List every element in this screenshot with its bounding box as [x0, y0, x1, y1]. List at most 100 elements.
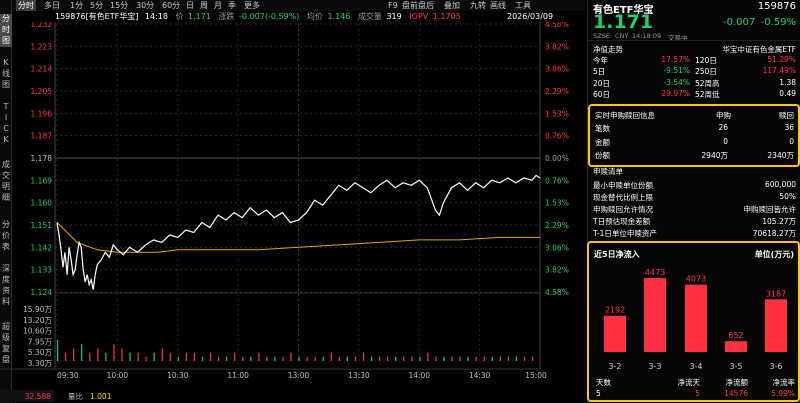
price-tick-label: 1.133 — [31, 266, 53, 275]
intraday-chart[interactable]: 1.232 4.58% 1.223 3.82% 1.214 3.06% 1.205 2.29%… — [0, 22, 586, 403]
info-time: 14:18 — [144, 12, 168, 21]
period-tab-10[interactable]: 季 — [228, 1, 236, 10]
period-tab-11[interactable]: 更多 — [244, 1, 260, 10]
return-value: -3.54% — [663, 77, 690, 87]
return-label: 20日 — [593, 78, 611, 88]
volume-bar — [330, 352, 332, 361]
volume-bar — [153, 352, 155, 361]
panel-sub-currency: CNY — [615, 32, 629, 40]
panel-code: 159876 — [757, 1, 796, 12]
stats-value: 14576 — [724, 389, 748, 398]
inflow-value-label: 3187 — [766, 289, 786, 298]
inflow-date-label: 3-6 — [769, 362, 782, 371]
price-tick-label: 1.232 — [31, 22, 53, 29]
inflow-date-label: 3-2 — [608, 362, 621, 371]
volume-bar — [531, 356, 534, 361]
stats-value: 5 — [695, 389, 700, 398]
vtab-4[interactable]: 分价表 — [2, 220, 10, 251]
volume-bar — [338, 356, 340, 361]
return-value: 117.49% — [762, 66, 796, 76]
tool-5[interactable]: 工具 — [515, 1, 531, 10]
list-row-label: 最小申赎单位份额 — [593, 181, 653, 190]
volume-bar — [483, 356, 485, 361]
tool-2[interactable]: 叠加 — [444, 1, 460, 10]
net-inflow-bar-chart: 2192 3-2 4473 3-3 4073 3-4 652 3-5 3187 3-6 — [604, 268, 787, 371]
return-value: 29.97% — [661, 88, 690, 98]
return-value: 1.38 — [779, 77, 796, 87]
pct-tick-label: 3.82% — [545, 42, 569, 51]
stats-header: 净流天 — [677, 378, 701, 387]
vtab-6[interactable]: 超级复盘 — [2, 322, 10, 364]
period-tab-8[interactable]: 周 — [200, 1, 208, 10]
redeem-row-subscribe: 26 — [718, 123, 728, 132]
inflow-value-label: 2192 — [605, 306, 625, 315]
volume-bar — [515, 356, 518, 361]
redeem-highlight-box — [588, 104, 800, 167]
stats-header: 净流率 — [772, 378, 796, 387]
return-value: 51.29% — [767, 55, 796, 64]
volume-bar — [81, 344, 83, 361]
inflow-bar-3-4 — [685, 284, 707, 352]
time-tick-label: 13:00 — [288, 371, 310, 380]
pct-tick-label: 1.53% — [545, 109, 569, 118]
iopv-value: 1.1705 — [432, 12, 461, 21]
period-tab-5[interactable]: 30分 — [136, 1, 155, 10]
tool-4[interactable]: 画线 — [490, 1, 506, 10]
period-tab-6[interactable]: 60分 — [162, 1, 181, 10]
volume-bar — [73, 348, 75, 361]
price-tick-label: 1.142 — [31, 243, 53, 252]
list-row-value: 600,000 — [764, 180, 796, 189]
tool-1[interactable]: 盘前盘后 — [402, 1, 434, 10]
quote-info-line: 159876[有色ETF华宝] 14:18 价 1.171 涨跌 -0.007(… — [55, 11, 585, 23]
volume-tick-label: 10.60万 — [23, 327, 52, 336]
volume-bar — [306, 356, 308, 361]
volume-bar — [379, 356, 381, 361]
inflow-value-label: 652 — [728, 331, 743, 340]
price-tick-label: 1.169 — [31, 176, 53, 185]
vtab-3[interactable]: 成交明细 — [2, 160, 10, 202]
redeem-row-label: 笔数 — [595, 124, 610, 133]
volume-bar — [451, 356, 453, 361]
time-tick-label: 13:30 — [348, 371, 370, 380]
ratio-label: 量比 — [68, 391, 83, 401]
period-tab-4[interactable]: 15分 — [110, 1, 129, 10]
stats-header: 天数 — [596, 378, 611, 387]
redeem-row-subscribe: 0 — [723, 136, 728, 146]
volume-bar — [121, 348, 123, 361]
volume-tick-label: 15.90万 — [23, 305, 52, 314]
stats-value: 5 — [596, 389, 601, 398]
price-line — [56, 174, 541, 290]
period-tab-1[interactable]: 多日 — [44, 1, 60, 10]
volume-bar — [266, 356, 268, 361]
period-tab-3[interactable]: 5分 — [90, 1, 104, 10]
redeem-row-label: 金额 — [595, 137, 610, 147]
inflow-bar-3-5 — [725, 341, 747, 352]
volume-bar — [298, 356, 300, 361]
pct-tick-label: 4.58% — [545, 22, 569, 29]
period-tab-7[interactable]: 日 — [186, 1, 194, 10]
time-tick-label: 10:00 — [107, 371, 129, 380]
volume-bar — [89, 352, 91, 361]
flow-title: 近5日净流入 — [594, 250, 640, 259]
period-tab-2[interactable]: 1分 — [70, 1, 84, 10]
stats-value: 5.99% — [771, 389, 795, 398]
volume-bar — [290, 352, 292, 361]
volume-bar — [242, 356, 244, 361]
tool-0[interactable]: F9 — [388, 1, 398, 10]
period-tab-9[interactable]: 月 — [214, 1, 222, 10]
stats-header: 净流额 — [725, 378, 749, 387]
nav-trend-label[interactable]: 净值走势 — [593, 45, 623, 54]
volume-bar — [395, 356, 397, 361]
period-tab-0[interactable]: 分时 — [16, 0, 36, 11]
period-toolbar: 分时 多日 1分 5分 15分 30分 60分日周月季更多 F9 盘前盘后 叠加 九转 画线 工具 — [12, 0, 585, 11]
vtab-0[interactable]: 分时图 — [0, 14, 12, 47]
volume-bar — [193, 352, 196, 361]
volume-bar — [97, 348, 99, 361]
return-value: -9.51% — [663, 66, 690, 76]
vtab-5[interactable]: 深度资料 — [2, 264, 10, 306]
change-value: -0.007(-0.59%) — [239, 12, 300, 21]
tool-3[interactable]: 九转 — [470, 1, 486, 10]
volume-bar — [169, 352, 171, 361]
